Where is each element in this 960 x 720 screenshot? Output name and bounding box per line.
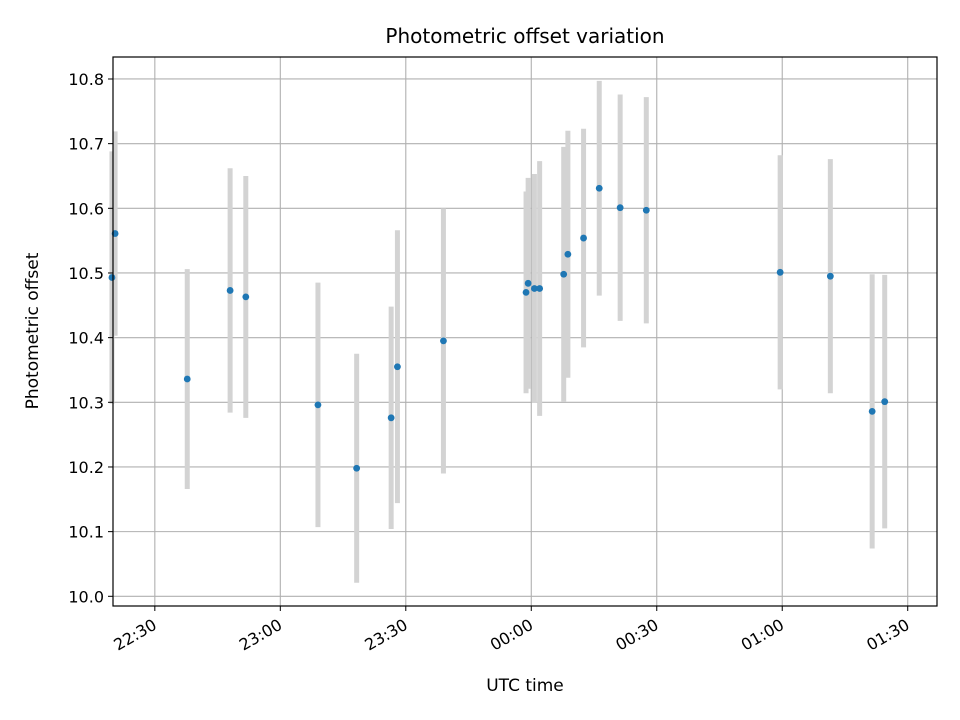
data-point bbox=[595, 184, 603, 192]
y-tick-label: 10.0 bbox=[68, 587, 104, 606]
data-point bbox=[242, 293, 250, 301]
plot-frame bbox=[112, 56, 938, 607]
y-axis-title: Photometric offset bbox=[23, 252, 43, 409]
y-tick-label: 10.6 bbox=[68, 199, 104, 218]
y-tick-label: 10.2 bbox=[68, 458, 104, 477]
data-point bbox=[776, 268, 784, 276]
data-point bbox=[531, 285, 538, 292]
data-point bbox=[524, 279, 532, 287]
y-tick-label: 10.3 bbox=[68, 393, 104, 412]
data-point bbox=[353, 464, 361, 472]
data-point bbox=[440, 337, 447, 345]
data-point bbox=[394, 363, 401, 371]
data-point bbox=[560, 270, 568, 278]
data-point bbox=[642, 206, 650, 214]
data-point bbox=[580, 234, 587, 242]
marker-layer bbox=[108, 184, 889, 472]
data-point bbox=[881, 398, 889, 406]
data-point bbox=[826, 272, 834, 280]
data-point bbox=[108, 274, 116, 281]
data-point bbox=[183, 375, 191, 383]
y-tick-label: 10.7 bbox=[68, 135, 104, 154]
chart-title: Photometric offset variation bbox=[385, 24, 664, 48]
y-tick-label: 10.1 bbox=[68, 523, 104, 542]
data-point bbox=[226, 287, 234, 294]
y-tick-label: 10.5 bbox=[68, 264, 104, 283]
x-axis-title: UTC time bbox=[486, 676, 564, 696]
data-point bbox=[314, 401, 322, 409]
data-point bbox=[522, 288, 530, 296]
data-point bbox=[536, 285, 544, 292]
data-point bbox=[616, 204, 624, 212]
y-tick-label: 10.8 bbox=[68, 70, 104, 89]
y-tick-label: 10.4 bbox=[68, 329, 104, 348]
data-point bbox=[564, 250, 572, 258]
data-point bbox=[868, 407, 876, 415]
data-point bbox=[387, 414, 395, 422]
